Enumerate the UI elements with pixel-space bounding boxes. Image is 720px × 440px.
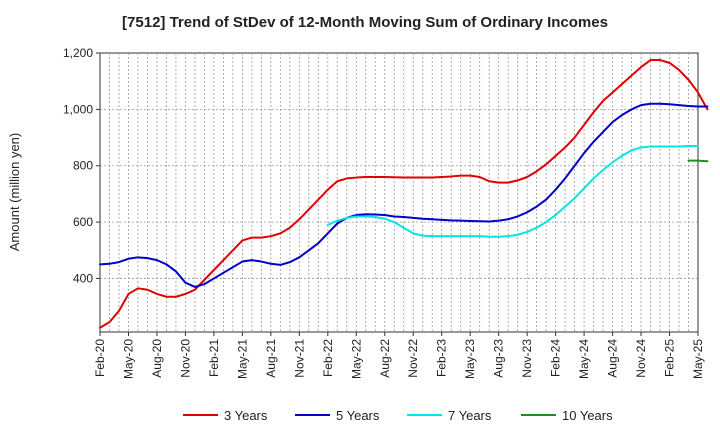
legend-label: 5 Years bbox=[336, 408, 380, 423]
series-line-7-years bbox=[326, 145, 699, 238]
x-tick-label: May-21 bbox=[235, 339, 249, 379]
x-tick-label: May-23 bbox=[463, 339, 477, 379]
series-lines bbox=[99, 59, 709, 329]
x-tick-label: May-22 bbox=[349, 339, 363, 379]
grid bbox=[100, 53, 698, 332]
y-axis-label: Amount (million yen) bbox=[7, 133, 22, 252]
series-line-10-years bbox=[687, 159, 709, 163]
x-tick-label: May-20 bbox=[121, 339, 135, 379]
series-line-3-years bbox=[99, 59, 709, 329]
x-tick-label: Nov-24 bbox=[634, 339, 648, 378]
x-axis: Feb-20 May-20 Aug-20 Nov-20 Feb-21 May-21 Aug-… bbox=[93, 332, 705, 379]
y-tick-label: 600 bbox=[73, 215, 93, 229]
legend-label: 7 Years bbox=[448, 408, 492, 423]
y-tick-label: 800 bbox=[73, 159, 93, 173]
y-axis: 400 600 800 1,000 1,200 bbox=[63, 46, 100, 285]
x-tick-label: Aug-23 bbox=[492, 339, 506, 378]
y-tick-label: 400 bbox=[73, 271, 93, 285]
x-tick-label: Nov-23 bbox=[520, 339, 534, 378]
x-tick-label: May-24 bbox=[577, 339, 591, 379]
x-tick-label: Aug-24 bbox=[606, 339, 620, 378]
x-tick-label: Feb-23 bbox=[435, 339, 449, 377]
x-tick-label: Feb-24 bbox=[549, 339, 563, 377]
x-tick-label: Nov-20 bbox=[178, 339, 192, 378]
legend: 3 Years 5 Years 7 Years 10 Years bbox=[183, 408, 613, 423]
x-tick-label: May-25 bbox=[691, 339, 705, 379]
x-tick-label: Nov-22 bbox=[406, 339, 420, 378]
x-tick-label: Feb-21 bbox=[207, 339, 221, 377]
x-tick-label: Feb-22 bbox=[321, 339, 335, 377]
legend-label: 3 Years bbox=[224, 408, 268, 423]
x-tick-label: Nov-21 bbox=[292, 339, 306, 378]
plot-area bbox=[99, 52, 699, 333]
x-tick-label: Aug-20 bbox=[150, 339, 164, 378]
series-line-5-years bbox=[99, 102, 709, 288]
x-tick-label: Aug-21 bbox=[264, 339, 278, 378]
legend-label: 10 Years bbox=[562, 408, 613, 423]
y-tick-label: 1,000 bbox=[63, 102, 93, 116]
x-tick-label: Feb-25 bbox=[663, 339, 677, 377]
x-tick-label: Aug-22 bbox=[378, 339, 392, 378]
x-tick-label: Feb-20 bbox=[93, 339, 107, 377]
y-tick-label: 1,200 bbox=[63, 46, 93, 60]
chart-title: [7512] Trend of StDev of 12-Month Moving… bbox=[122, 14, 608, 31]
